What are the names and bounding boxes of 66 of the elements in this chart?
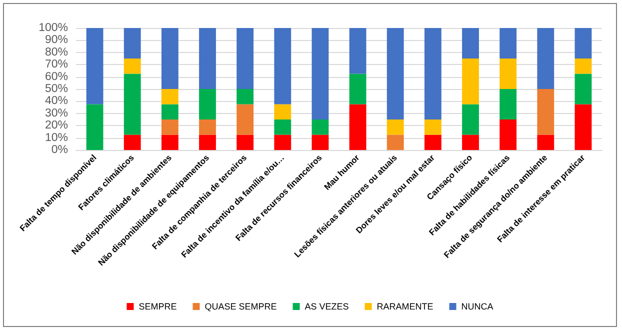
legend-label: QUASE SEMPRE bbox=[204, 302, 277, 312]
bar bbox=[349, 104, 366, 150]
bar bbox=[199, 89, 216, 120]
bar bbox=[236, 104, 254, 135]
bar bbox=[86, 104, 104, 150]
legend-label: AS VEZES bbox=[304, 302, 349, 312]
bar bbox=[424, 120, 442, 135]
y-tick-label: 100% bbox=[38, 22, 68, 34]
bar bbox=[462, 28, 479, 58]
bar bbox=[161, 134, 178, 150]
bar bbox=[574, 74, 592, 104]
bar bbox=[574, 58, 592, 74]
y-tick-label: 10% bbox=[44, 132, 68, 144]
bar bbox=[462, 134, 479, 150]
bar bbox=[236, 134, 254, 150]
bar bbox=[274, 104, 292, 120]
bar bbox=[199, 134, 216, 150]
bar bbox=[274, 28, 292, 104]
bar bbox=[500, 28, 517, 58]
legend-label: NUNCA bbox=[461, 302, 494, 312]
bar bbox=[124, 134, 141, 150]
bar bbox=[462, 58, 479, 104]
bar bbox=[462, 104, 479, 135]
bar bbox=[312, 120, 329, 135]
bar bbox=[161, 89, 178, 104]
bar bbox=[124, 74, 141, 135]
bar bbox=[199, 120, 216, 135]
bar bbox=[124, 58, 141, 74]
y-tick-label: 0% bbox=[51, 144, 68, 156]
bar bbox=[274, 134, 292, 150]
bar bbox=[349, 28, 366, 74]
bar bbox=[500, 89, 517, 120]
bar bbox=[161, 28, 178, 89]
bar bbox=[574, 104, 592, 150]
bar bbox=[424, 28, 442, 120]
bar bbox=[236, 28, 254, 89]
bar bbox=[274, 120, 292, 135]
bar bbox=[386, 28, 404, 120]
bar bbox=[161, 104, 178, 120]
bar bbox=[537, 89, 554, 135]
bar bbox=[312, 28, 329, 120]
bar bbox=[349, 74, 366, 104]
legend-label: SEMPRE bbox=[138, 302, 177, 312]
legend-label: RARAMENTE bbox=[376, 302, 434, 312]
y-tick-label: 50% bbox=[44, 83, 68, 95]
y-tick-label: 70% bbox=[44, 58, 68, 71]
y-tick-label: 60% bbox=[44, 70, 68, 83]
y-tick-label: 90% bbox=[44, 34, 68, 46]
bar bbox=[86, 28, 104, 104]
bar bbox=[500, 120, 517, 150]
bar bbox=[124, 28, 141, 58]
bar bbox=[386, 120, 404, 135]
bar bbox=[386, 134, 404, 150]
bar bbox=[500, 58, 517, 89]
bar bbox=[236, 89, 254, 104]
bar bbox=[537, 134, 554, 150]
y-tick-label: 20% bbox=[44, 120, 68, 132]
bar bbox=[199, 28, 216, 89]
y-tick-label: 40% bbox=[44, 95, 68, 108]
bar bbox=[424, 134, 442, 150]
y-tick-label: 30% bbox=[44, 107, 68, 120]
bar bbox=[537, 28, 554, 89]
bar bbox=[161, 120, 178, 135]
bar bbox=[312, 134, 329, 150]
y-tick-label: 80% bbox=[44, 46, 68, 58]
bar bbox=[574, 28, 592, 58]
